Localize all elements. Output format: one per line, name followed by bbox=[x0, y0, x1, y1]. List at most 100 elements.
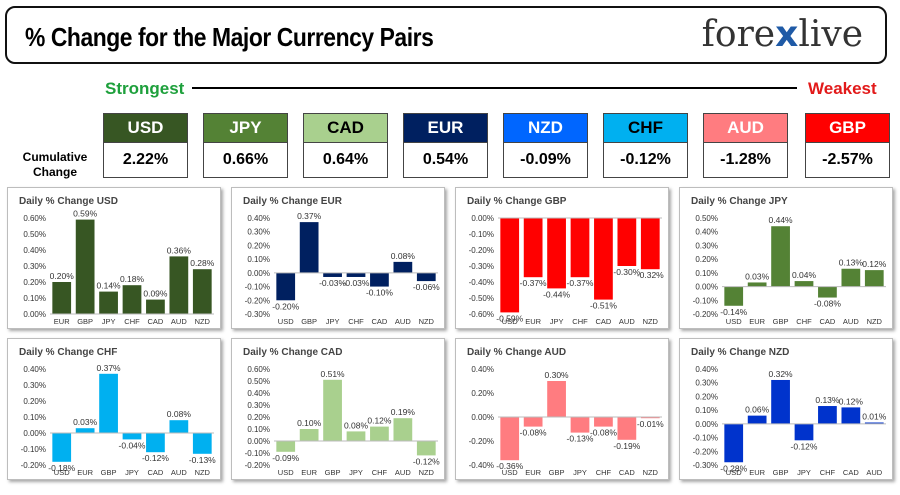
y-tick-label: 0.00% bbox=[23, 310, 46, 319]
data-label: 0.19% bbox=[391, 407, 416, 417]
currency-code: CAD bbox=[303, 113, 388, 143]
currency-code: AUD bbox=[703, 113, 788, 143]
y-tick-label: 0.50% bbox=[695, 214, 718, 223]
data-label: -0.13% bbox=[567, 434, 594, 444]
category-label: AUD bbox=[171, 317, 187, 326]
bar-usd bbox=[276, 272, 296, 301]
data-label: 0.51% bbox=[321, 369, 346, 379]
currency-code: EUR bbox=[403, 113, 488, 143]
bar-aud bbox=[169, 420, 189, 433]
bar-nzd bbox=[192, 269, 212, 314]
currency-code: GBP bbox=[805, 113, 890, 143]
y-tick-label: 0.20% bbox=[695, 255, 718, 264]
cumulative-change-label: Cumulative Change bbox=[22, 150, 88, 179]
bar-chart: Daily % Change JPY -0.20% -0.10% 0.00% 0.10%… bbox=[691, 196, 887, 326]
data-label: 0.37% bbox=[97, 363, 122, 373]
data-label: -0.12% bbox=[791, 441, 818, 451]
category-label: USD bbox=[54, 468, 70, 477]
data-label: -0.36% bbox=[496, 461, 523, 471]
data-label: -0.37% bbox=[567, 278, 594, 288]
data-label: -0.06% bbox=[413, 282, 440, 292]
y-tick-label: 0.50% bbox=[23, 230, 46, 239]
y-tick-label: -0.20% bbox=[245, 296, 270, 305]
strength-scale-line bbox=[192, 87, 797, 89]
y-tick-label: -0.20% bbox=[693, 310, 718, 319]
currency-cumulative-value: -2.57% bbox=[805, 143, 890, 178]
data-label: -0.18% bbox=[48, 463, 75, 473]
bar-chf bbox=[122, 285, 142, 314]
data-label: -0.32% bbox=[637, 270, 664, 280]
category-label: EUR bbox=[525, 317, 541, 326]
category-label: CAD bbox=[619, 468, 635, 477]
category-label: CHF bbox=[796, 317, 812, 326]
y-tick-label: 0.00% bbox=[247, 437, 270, 446]
y-tick-label: 0.00% bbox=[247, 269, 270, 278]
y-tick-label: 0.10% bbox=[247, 255, 270, 264]
category-label: CHF bbox=[348, 317, 364, 326]
bar-chf bbox=[346, 272, 366, 277]
y-tick-label: 0.00% bbox=[471, 214, 494, 223]
bar-nzd bbox=[864, 270, 884, 287]
bar-eur bbox=[747, 282, 767, 287]
data-label: -0.08% bbox=[814, 299, 841, 309]
category-label: GBP bbox=[773, 317, 789, 326]
category-label: AUD bbox=[866, 468, 882, 477]
chart-title: Daily % Change NZD bbox=[691, 347, 789, 358]
y-tick-label: -0.10% bbox=[693, 296, 718, 305]
y-tick-label: -0.10% bbox=[245, 449, 270, 458]
bar-eur bbox=[299, 429, 319, 441]
strongest-label: Strongest bbox=[105, 79, 185, 98]
category-label: EUR bbox=[77, 468, 93, 477]
bar-aud bbox=[393, 261, 413, 273]
bar-jpy bbox=[346, 431, 366, 441]
weakest-label: Weakest bbox=[808, 79, 877, 98]
category-label: CAD bbox=[820, 317, 836, 326]
y-tick-label: -0.20% bbox=[469, 437, 494, 446]
bar-gbp bbox=[323, 379, 342, 441]
data-label: 0.14% bbox=[97, 281, 122, 291]
y-tick-label: -0.10% bbox=[469, 230, 494, 239]
chart-panel-2: Daily % Change EUR -0.30% -0.20% -0.10% 0.00… bbox=[231, 187, 445, 329]
data-label: 0.13% bbox=[815, 395, 840, 405]
category-label: CHF bbox=[820, 468, 836, 477]
category-label: NZD bbox=[195, 468, 211, 477]
forexlive-logo: forexlive bbox=[701, 14, 863, 55]
bar-chf bbox=[570, 218, 590, 278]
category-label: JPY bbox=[573, 468, 587, 477]
data-label: -0.37% bbox=[520, 278, 547, 288]
bar-jpy bbox=[122, 433, 142, 440]
bar-chart: Daily % Change USD 0.00% 0.10% 0.20% 0.30% 0.… bbox=[19, 196, 215, 326]
bar-aud bbox=[393, 418, 413, 441]
category-label: GBP bbox=[549, 468, 565, 477]
data-label: 0.08% bbox=[344, 420, 369, 430]
category-label: CHF bbox=[124, 317, 140, 326]
y-tick-label: 0.20% bbox=[247, 241, 270, 250]
category-label: CHF bbox=[572, 317, 588, 326]
y-tick-label: -0.10% bbox=[693, 434, 718, 443]
category-label: GBP bbox=[773, 468, 789, 477]
category-label: NZD bbox=[195, 317, 211, 326]
data-label: -0.03% bbox=[319, 278, 346, 288]
data-label: -0.59% bbox=[496, 313, 523, 323]
category-label: AUD bbox=[171, 468, 187, 477]
category-label: CHF bbox=[596, 468, 612, 477]
data-label: -0.03% bbox=[343, 278, 370, 288]
category-label: JPY bbox=[125, 468, 139, 477]
data-label: -0.13% bbox=[189, 455, 216, 465]
category-label: CAD bbox=[596, 317, 612, 326]
bar-gbp bbox=[547, 381, 566, 417]
category-label: USD bbox=[278, 317, 294, 326]
y-tick-label: 0.60% bbox=[247, 365, 270, 374]
bar-chf bbox=[370, 426, 389, 441]
y-tick-label: -0.20% bbox=[245, 461, 270, 470]
bar-eur bbox=[75, 428, 95, 433]
category-label: CAD bbox=[148, 317, 164, 326]
header-banner: % Change for the Major Currency Pairs fo… bbox=[5, 6, 887, 64]
category-label: EUR bbox=[301, 468, 317, 477]
currency-box-gbp: GBP -2.57% bbox=[805, 113, 890, 178]
data-label: -0.08% bbox=[590, 428, 617, 438]
y-tick-label: 0.00% bbox=[23, 429, 46, 438]
data-label: 0.13% bbox=[839, 258, 864, 268]
y-tick-label: 0.10% bbox=[695, 406, 718, 415]
bar-chart: Daily % Change EUR-0.30%-0.20%-0.10%0.00… bbox=[243, 196, 440, 326]
